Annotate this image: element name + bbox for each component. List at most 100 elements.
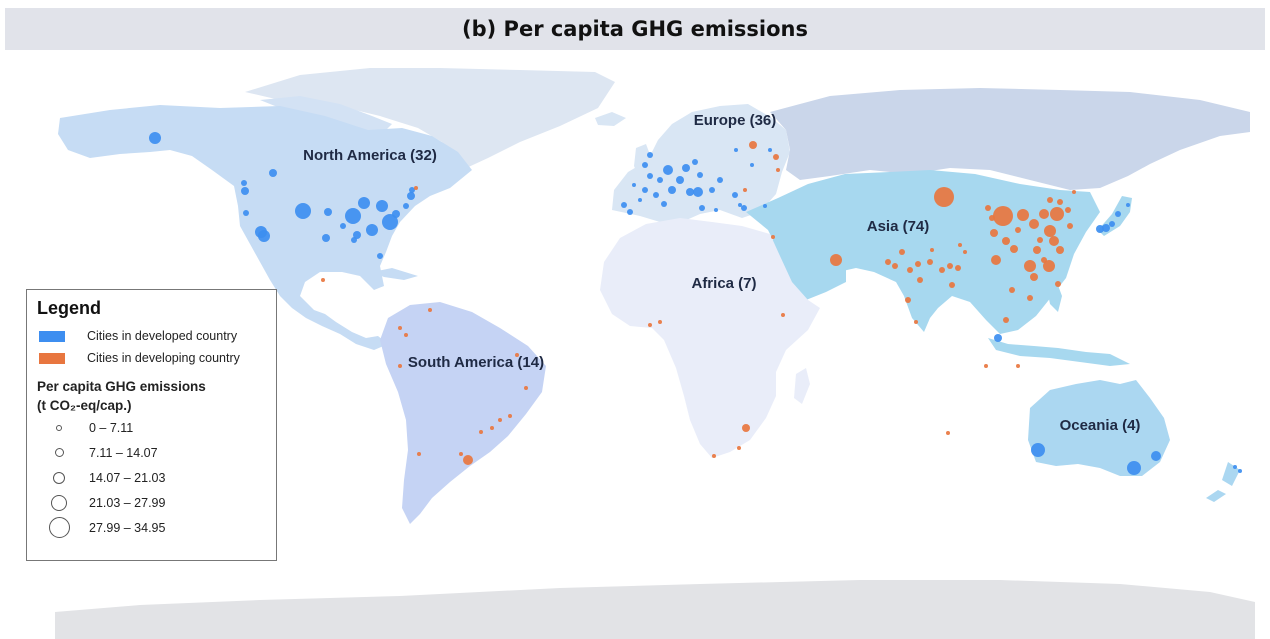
city-marker-developed (269, 169, 277, 177)
figure-title: (b) Per capita GHG emissions (462, 17, 808, 41)
city-marker-developing (1072, 190, 1076, 194)
city-marker-developing (930, 248, 934, 252)
city-marker-developing (490, 426, 494, 430)
city-marker-developing (1039, 209, 1049, 219)
city-marker-developing (463, 455, 473, 465)
city-marker-developing (899, 249, 905, 255)
city-marker-developing (771, 235, 775, 239)
city-marker-developing (658, 320, 662, 324)
legend-size-title-line2: (t CO₂-eq/cap.) (37, 398, 132, 413)
city-marker-developed (1031, 443, 1045, 457)
region-label-africa: Africa (7) (691, 275, 756, 292)
region-label-oceania: Oceania (4) (1060, 417, 1141, 434)
city-marker-developed (409, 187, 415, 193)
legend-item-developing: Cities in developing country (37, 347, 266, 369)
city-marker-developing (781, 313, 785, 317)
city-marker-developing (1033, 246, 1041, 254)
title-bar: (b) Per capita GHG emissions (5, 8, 1265, 50)
city-marker-developing (1041, 257, 1047, 263)
city-marker-developing (939, 267, 945, 273)
city-marker-developing (1003, 317, 1009, 323)
city-marker-developed (663, 165, 673, 175)
antarctica-landmass (55, 580, 1255, 639)
city-marker-developed (392, 210, 400, 218)
city-marker-developing (991, 255, 1001, 265)
city-marker-developed (661, 201, 667, 207)
legend-size-class-2: 7.11 – 14.07 (37, 440, 266, 465)
city-marker-developing (398, 364, 402, 368)
legend-size-class-5: 27.99 – 34.95 (37, 515, 266, 540)
british-isles (634, 144, 652, 180)
city-marker-developed (627, 209, 633, 215)
legend-swatch-developed (39, 330, 65, 342)
city-marker-developing (927, 259, 933, 265)
legend-size-class-4: 21.03 – 27.99 (37, 490, 266, 515)
city-marker-developed (243, 210, 249, 216)
city-marker-developed (258, 230, 270, 242)
city-marker-developed (149, 132, 161, 144)
city-marker-developed (676, 176, 684, 184)
legend-size-title-line1: Per capita GHG emissions (37, 379, 206, 394)
city-marker-developing (907, 267, 913, 273)
city-marker-developed (714, 208, 718, 212)
region-label-north-america: North America (32) (303, 147, 437, 164)
city-marker-developed (295, 203, 311, 219)
city-marker-developing (830, 254, 842, 266)
city-marker-developed (1115, 211, 1121, 217)
world-map: North America (32) Europe (36) Asia (74)… (55, 68, 1255, 639)
city-marker-developing (1044, 225, 1056, 237)
russia-landmass (770, 88, 1250, 190)
city-marker-developed (353, 231, 361, 239)
legend-size-title: Per capita GHG emissions (t CO₂-eq/cap.) (37, 377, 266, 415)
city-marker-developing (947, 263, 953, 269)
philippines (1046, 280, 1062, 312)
city-marker-developing (985, 205, 991, 211)
city-marker-developing (398, 326, 402, 330)
city-marker-developed (1109, 221, 1115, 227)
city-marker-developing (989, 215, 995, 221)
city-marker-developing (498, 418, 502, 422)
city-marker-developed (653, 192, 659, 198)
legend-size-label: 0 – 7.11 (89, 420, 134, 435)
legend-size-class-1: 0 – 7.11 (37, 415, 266, 440)
city-marker-developed (682, 164, 690, 172)
city-marker-developing (990, 229, 998, 237)
city-marker-developing (1050, 207, 1064, 221)
legend-size-circle (51, 494, 67, 511)
city-marker-developed (732, 192, 738, 198)
city-marker-developing (905, 297, 911, 303)
city-marker-developed (668, 186, 676, 194)
legend-size-label: 7.11 – 14.07 (89, 445, 158, 460)
city-marker-developing (1047, 197, 1053, 203)
city-marker-developed (686, 188, 694, 196)
city-marker-developing (459, 452, 463, 456)
city-marker-developing (1009, 287, 1015, 293)
city-marker-developed (994, 334, 1002, 342)
city-marker-developing (773, 154, 779, 160)
australia-landmass (1028, 380, 1170, 476)
city-marker-developing (963, 250, 967, 254)
region-label-asia: Asia (74) (867, 218, 930, 235)
legend-swatch-developing (39, 352, 65, 364)
legend-size-circle (54, 448, 64, 457)
city-marker-developed (358, 197, 370, 209)
city-marker-developing (934, 187, 954, 207)
city-marker-developing (479, 430, 483, 434)
city-marker-developing (1055, 281, 1061, 287)
city-marker-developed (768, 148, 772, 152)
madagascar (794, 368, 810, 404)
city-marker-developing (776, 168, 780, 172)
greenland-landmass (245, 68, 615, 170)
city-marker-developing (1010, 245, 1018, 253)
iceland (595, 112, 626, 126)
city-marker-developed (734, 148, 738, 152)
city-marker-developing (993, 206, 1013, 226)
city-marker-developing (1016, 364, 1020, 368)
city-marker-developed (1238, 469, 1242, 473)
city-marker-developed (632, 183, 636, 187)
south-america-landmass (380, 302, 546, 524)
city-marker-developed (1126, 203, 1130, 207)
legend-size-circle (56, 424, 62, 431)
city-marker-developed (647, 173, 653, 179)
city-marker-developing (508, 414, 512, 418)
